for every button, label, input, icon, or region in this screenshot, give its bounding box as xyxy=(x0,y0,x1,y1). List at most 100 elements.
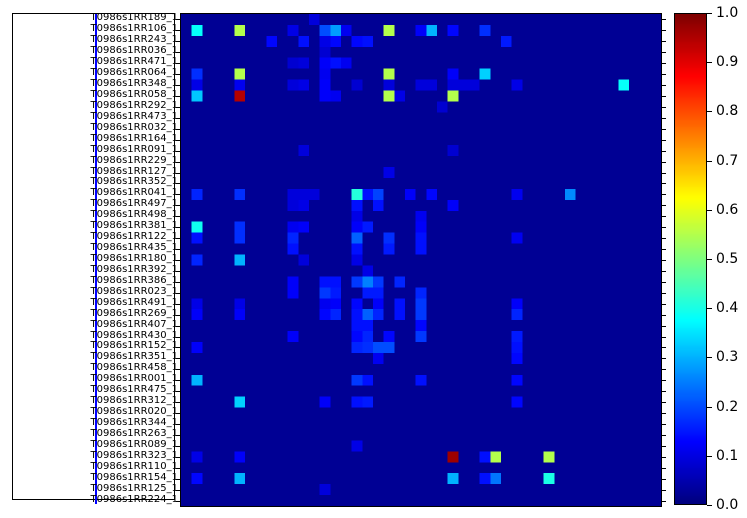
y-axis-tick xyxy=(176,162,181,163)
y-axis-tick xyxy=(176,85,181,86)
y-axis-tick xyxy=(176,205,181,206)
y-axis-tick xyxy=(176,347,181,348)
y-axis-tick xyxy=(176,30,181,31)
colorbar-tick-label: 0.0 xyxy=(716,497,739,513)
y-axis-tick xyxy=(176,402,181,403)
y-axis-tick-right xyxy=(661,369,666,370)
y-axis-tick-right xyxy=(661,380,666,381)
y-axis-tick-right xyxy=(661,326,666,327)
colorbar-tick-label: 0.5 xyxy=(716,251,739,267)
colorbar-tick xyxy=(707,259,712,260)
y-axis-tick-right xyxy=(661,282,666,283)
y-axis-tick xyxy=(176,315,181,316)
y-axis-tick-right xyxy=(661,347,666,348)
y-axis-tick xyxy=(176,337,181,338)
y-axis-tick xyxy=(176,282,181,283)
y-axis-tick-right xyxy=(661,424,666,425)
y-axis-tick-right xyxy=(661,337,666,338)
y-axis-tick-right xyxy=(661,216,666,217)
colorbar-tick-label: 0.6 xyxy=(716,202,739,218)
y-axis-tick xyxy=(176,468,181,469)
dendrogram-cluster-line xyxy=(95,14,97,504)
y-axis-tick-right xyxy=(661,107,666,108)
colorbar-tick xyxy=(707,210,712,211)
y-axis-tick-right xyxy=(661,151,666,152)
y-axis-tick-right xyxy=(661,205,666,206)
colorbar-tick-label: 0.4 xyxy=(716,300,739,316)
y-axis-tick xyxy=(176,304,181,305)
y-axis-tick-right xyxy=(661,315,666,316)
dendrogram-panel xyxy=(12,13,175,500)
y-axis-tick xyxy=(176,424,181,425)
y-axis-tick xyxy=(176,490,181,491)
colorbar-tick xyxy=(707,456,712,457)
y-axis-tick xyxy=(176,249,181,250)
colorbar-tick-label: 0.9 xyxy=(716,54,739,70)
y-axis-tick-right xyxy=(661,19,666,20)
y-axis-tick xyxy=(176,435,181,436)
colorbar-tick xyxy=(707,161,712,162)
colorbar-tick-label: 0.1 xyxy=(716,448,739,464)
y-axis-tick-right xyxy=(661,52,666,53)
y-axis-tick xyxy=(176,358,181,359)
y-axis-tick-right xyxy=(661,446,666,447)
y-axis-tick xyxy=(176,52,181,53)
y-axis-tick xyxy=(176,413,181,414)
y-axis-tick xyxy=(176,238,181,239)
y-axis-tick xyxy=(176,457,181,458)
heatmap-plot[interactable] xyxy=(176,13,666,507)
colorbar-tick-label: 0.2 xyxy=(716,399,739,415)
y-axis-tick-right xyxy=(661,402,666,403)
y-axis-tick xyxy=(176,41,181,42)
y-axis-tick-right xyxy=(661,118,666,119)
y-axis-tick-right xyxy=(661,96,666,97)
colorbar-tick-label: 0.8 xyxy=(716,103,739,119)
y-axis-tick xyxy=(176,96,181,97)
colorbar: 0.0 0.1 0.2 0.3 0.4 0.5 0.6 0.7 0.8 0.9 1.0 xyxy=(674,6,738,512)
y-axis-tick-right xyxy=(661,413,666,414)
y-axis-tick xyxy=(176,140,181,141)
y-axis-tick xyxy=(176,501,181,502)
y-axis-tick-right xyxy=(661,293,666,294)
y-axis-tick xyxy=(176,63,181,64)
y-axis-tick-right xyxy=(661,173,666,174)
y-axis-tick-right xyxy=(661,30,666,31)
y-axis-tick-right xyxy=(661,85,666,86)
colorbar-tick xyxy=(707,13,712,14)
y-axis-tick-right xyxy=(661,41,666,42)
y-axis-tick xyxy=(176,183,181,184)
y-axis-tick-right xyxy=(661,249,666,250)
y-axis-tick xyxy=(176,118,181,119)
colorbar-tick-label: 0.3 xyxy=(716,349,739,365)
y-axis-tick xyxy=(176,227,181,228)
colorbar-tick-label: 0.7 xyxy=(716,153,739,169)
y-axis-tick-right xyxy=(661,238,666,239)
y-axis-tick xyxy=(176,151,181,152)
heatmap-canvas[interactable] xyxy=(181,14,661,506)
y-axis-tick xyxy=(176,380,181,381)
colorbar-tick xyxy=(707,407,712,408)
y-axis-tick xyxy=(176,74,181,75)
y-axis-tick-right xyxy=(661,140,666,141)
colorbar-tick xyxy=(707,62,712,63)
y-axis-tick xyxy=(176,216,181,217)
y-axis-tick xyxy=(176,293,181,294)
colorbar-tick xyxy=(707,308,712,309)
y-axis-tick xyxy=(176,194,181,195)
y-axis-tick xyxy=(176,369,181,370)
colorbar-tick xyxy=(707,111,712,112)
colorbar-tick xyxy=(707,357,712,358)
y-axis-tick-right xyxy=(661,358,666,359)
y-axis-tick xyxy=(176,107,181,108)
y-axis-tick xyxy=(176,326,181,327)
y-axis-tick-right xyxy=(661,468,666,469)
y-axis-tick-right xyxy=(661,479,666,480)
y-axis-tick-right xyxy=(661,457,666,458)
y-axis-tick-right xyxy=(661,271,666,272)
y-axis-tick-right xyxy=(661,194,666,195)
y-axis-tick-right xyxy=(661,490,666,491)
colorbar-tick xyxy=(707,505,712,506)
y-axis-tick-right xyxy=(661,63,666,64)
y-axis-tick-right xyxy=(661,304,666,305)
y-axis-tick-right xyxy=(661,227,666,228)
